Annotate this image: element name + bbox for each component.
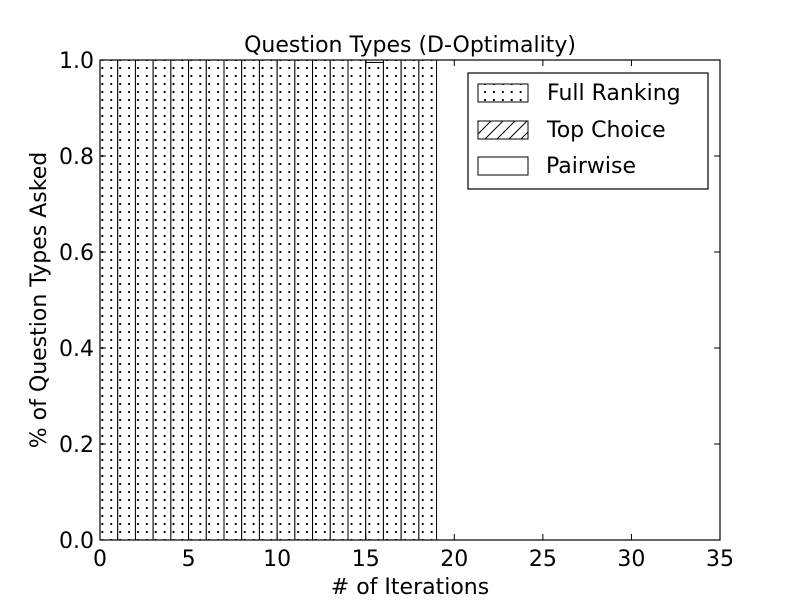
bar-full-ranking-8 [241,59,260,541]
bar-full-ranking-3 [152,59,172,541]
x-tick-label: 20 [440,547,468,572]
legend: Full Ranking Top Choice Pairwise [467,72,709,190]
bar-full-ranking-18 [418,59,438,541]
legend-label-pairwise: Pairwise [546,154,636,179]
y-tick-label: 0.6 [59,241,94,266]
bar-full-ranking-12 [312,59,331,541]
bar-full-ranking-11 [294,59,314,541]
bar-full-ranking-9 [258,59,278,541]
x-tick-label: 25 [529,547,557,572]
bar-full-ranking-14 [347,59,367,541]
x-tick-label: 10 [263,547,291,572]
bar-full-ranking-13 [329,59,349,541]
bar-full-ranking-5 [188,59,207,541]
bar-full-ranking-1 [117,59,136,541]
x-tick-label: 15 [352,547,380,572]
bar-full-ranking-0 [99,59,119,541]
y-tick-label: 0.8 [59,145,94,170]
legend-swatch-pairwise [477,156,529,176]
x-tick-label: 30 [617,547,645,572]
bars-group [99,59,438,541]
x-tick-label: 35 [706,547,734,572]
x-tick-labels: 0 5 10 15 20 25 30 35 [93,547,734,572]
chart-title: Question Types (D-Optimality) [244,33,576,58]
legend-swatch-full-ranking [477,83,529,103]
y-tick-label: 0.0 [59,529,94,554]
x-tick-label: 0 [93,547,107,572]
bar-full-ranking-7 [223,59,243,541]
bar-full-ranking-6 [205,59,225,541]
y-tick-label: 0.4 [59,337,94,362]
y-tick-label: 0.2 [59,433,94,458]
bar-full-ranking-10 [276,59,296,541]
x-tick-label: 5 [182,547,196,572]
x-axis-title: # of Iterations [331,575,489,600]
bar-full-ranking-4 [170,59,190,541]
legend-label-full-ranking: Full Ranking [547,81,681,106]
plot-frame [99,59,721,541]
y-axis-title: % of Question Types Asked [27,152,52,448]
y-tick-label: 1.0 [59,49,94,74]
bar-full-ranking-16 [382,59,402,541]
legend-label-top-choice: Top Choice [546,118,666,143]
y-tick-labels: 0.0 0.2 0.4 0.6 0.8 1.0 [59,49,94,554]
bar-full-ranking-2 [134,59,154,541]
bar-full-ranking-17 [400,59,420,541]
bar-full-ranking-15 [365,61,384,541]
legend-swatch-top-choice [477,120,529,140]
